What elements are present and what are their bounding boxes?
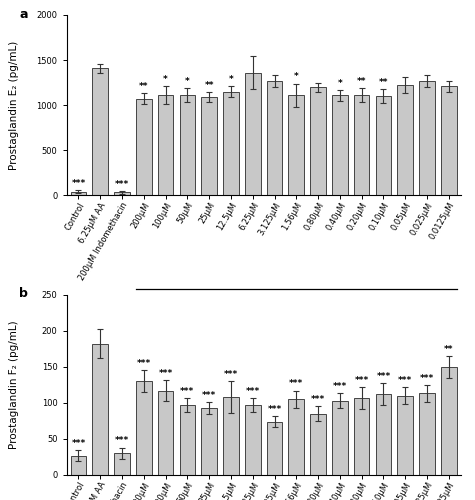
Bar xyxy=(71,192,86,196)
Bar xyxy=(114,192,130,196)
Bar xyxy=(310,414,326,475)
Text: *: * xyxy=(163,75,168,84)
Text: *: * xyxy=(228,75,233,84)
Bar xyxy=(332,96,348,196)
Bar xyxy=(441,86,456,196)
Bar xyxy=(114,454,130,475)
Bar xyxy=(158,96,173,196)
Text: ***: *** xyxy=(420,374,434,382)
Bar xyxy=(398,86,413,196)
Text: *: * xyxy=(185,77,190,86)
Text: ***: *** xyxy=(159,368,173,378)
Text: *: * xyxy=(337,78,342,88)
Bar xyxy=(266,81,282,196)
Y-axis label: Prostaglandin F₂ (pg/mL): Prostaglandin F₂ (pg/mL) xyxy=(9,320,19,449)
Bar xyxy=(245,405,261,475)
Text: b: b xyxy=(19,288,28,300)
Text: ***: *** xyxy=(71,180,86,188)
Bar xyxy=(419,394,435,475)
Text: ***: *** xyxy=(267,404,282,413)
Text: ***: *** xyxy=(289,380,304,388)
Bar xyxy=(376,96,391,196)
Bar xyxy=(201,97,217,196)
Bar xyxy=(223,92,239,196)
Bar xyxy=(180,405,195,475)
Text: ***: *** xyxy=(311,396,325,404)
Text: ***: *** xyxy=(398,376,412,385)
Text: ***: *** xyxy=(332,382,347,392)
Bar xyxy=(180,96,195,196)
Bar xyxy=(354,96,370,196)
Text: ***: *** xyxy=(71,440,86,448)
Text: ***: *** xyxy=(224,370,238,379)
Bar xyxy=(201,408,217,475)
Bar xyxy=(332,400,348,475)
Text: a: a xyxy=(19,8,28,21)
Bar xyxy=(93,68,108,196)
Bar xyxy=(136,99,152,196)
Bar xyxy=(71,456,86,475)
Bar xyxy=(354,398,370,475)
Text: ***: *** xyxy=(137,359,151,368)
Bar xyxy=(441,367,456,475)
Text: **: ** xyxy=(204,80,214,90)
Bar xyxy=(158,390,173,475)
Y-axis label: Prostaglandin E₂ (pg/mL): Prostaglandin E₂ (pg/mL) xyxy=(9,40,19,170)
Bar xyxy=(419,81,435,196)
Text: **: ** xyxy=(357,77,366,86)
Bar xyxy=(245,72,261,196)
Text: **: ** xyxy=(139,82,149,92)
Bar xyxy=(136,381,152,475)
Text: **: ** xyxy=(444,345,454,354)
Bar xyxy=(223,397,239,475)
Bar xyxy=(398,396,413,475)
Text: ***: *** xyxy=(246,386,260,396)
Text: ***: *** xyxy=(354,376,369,385)
Text: ***: *** xyxy=(202,391,216,400)
Text: ***: *** xyxy=(115,180,129,188)
Text: ***: *** xyxy=(376,372,390,381)
Text: ***: *** xyxy=(180,386,195,396)
Bar xyxy=(310,87,326,196)
Bar xyxy=(288,96,304,196)
Text: AA + Indomethacin (μM): AA + Indomethacin (μM) xyxy=(232,307,361,317)
Bar xyxy=(288,399,304,475)
Bar xyxy=(266,422,282,475)
Text: **: ** xyxy=(379,78,388,87)
Text: *: * xyxy=(294,72,299,82)
Bar xyxy=(93,344,108,475)
Text: ***: *** xyxy=(115,436,129,446)
Bar xyxy=(376,394,391,475)
